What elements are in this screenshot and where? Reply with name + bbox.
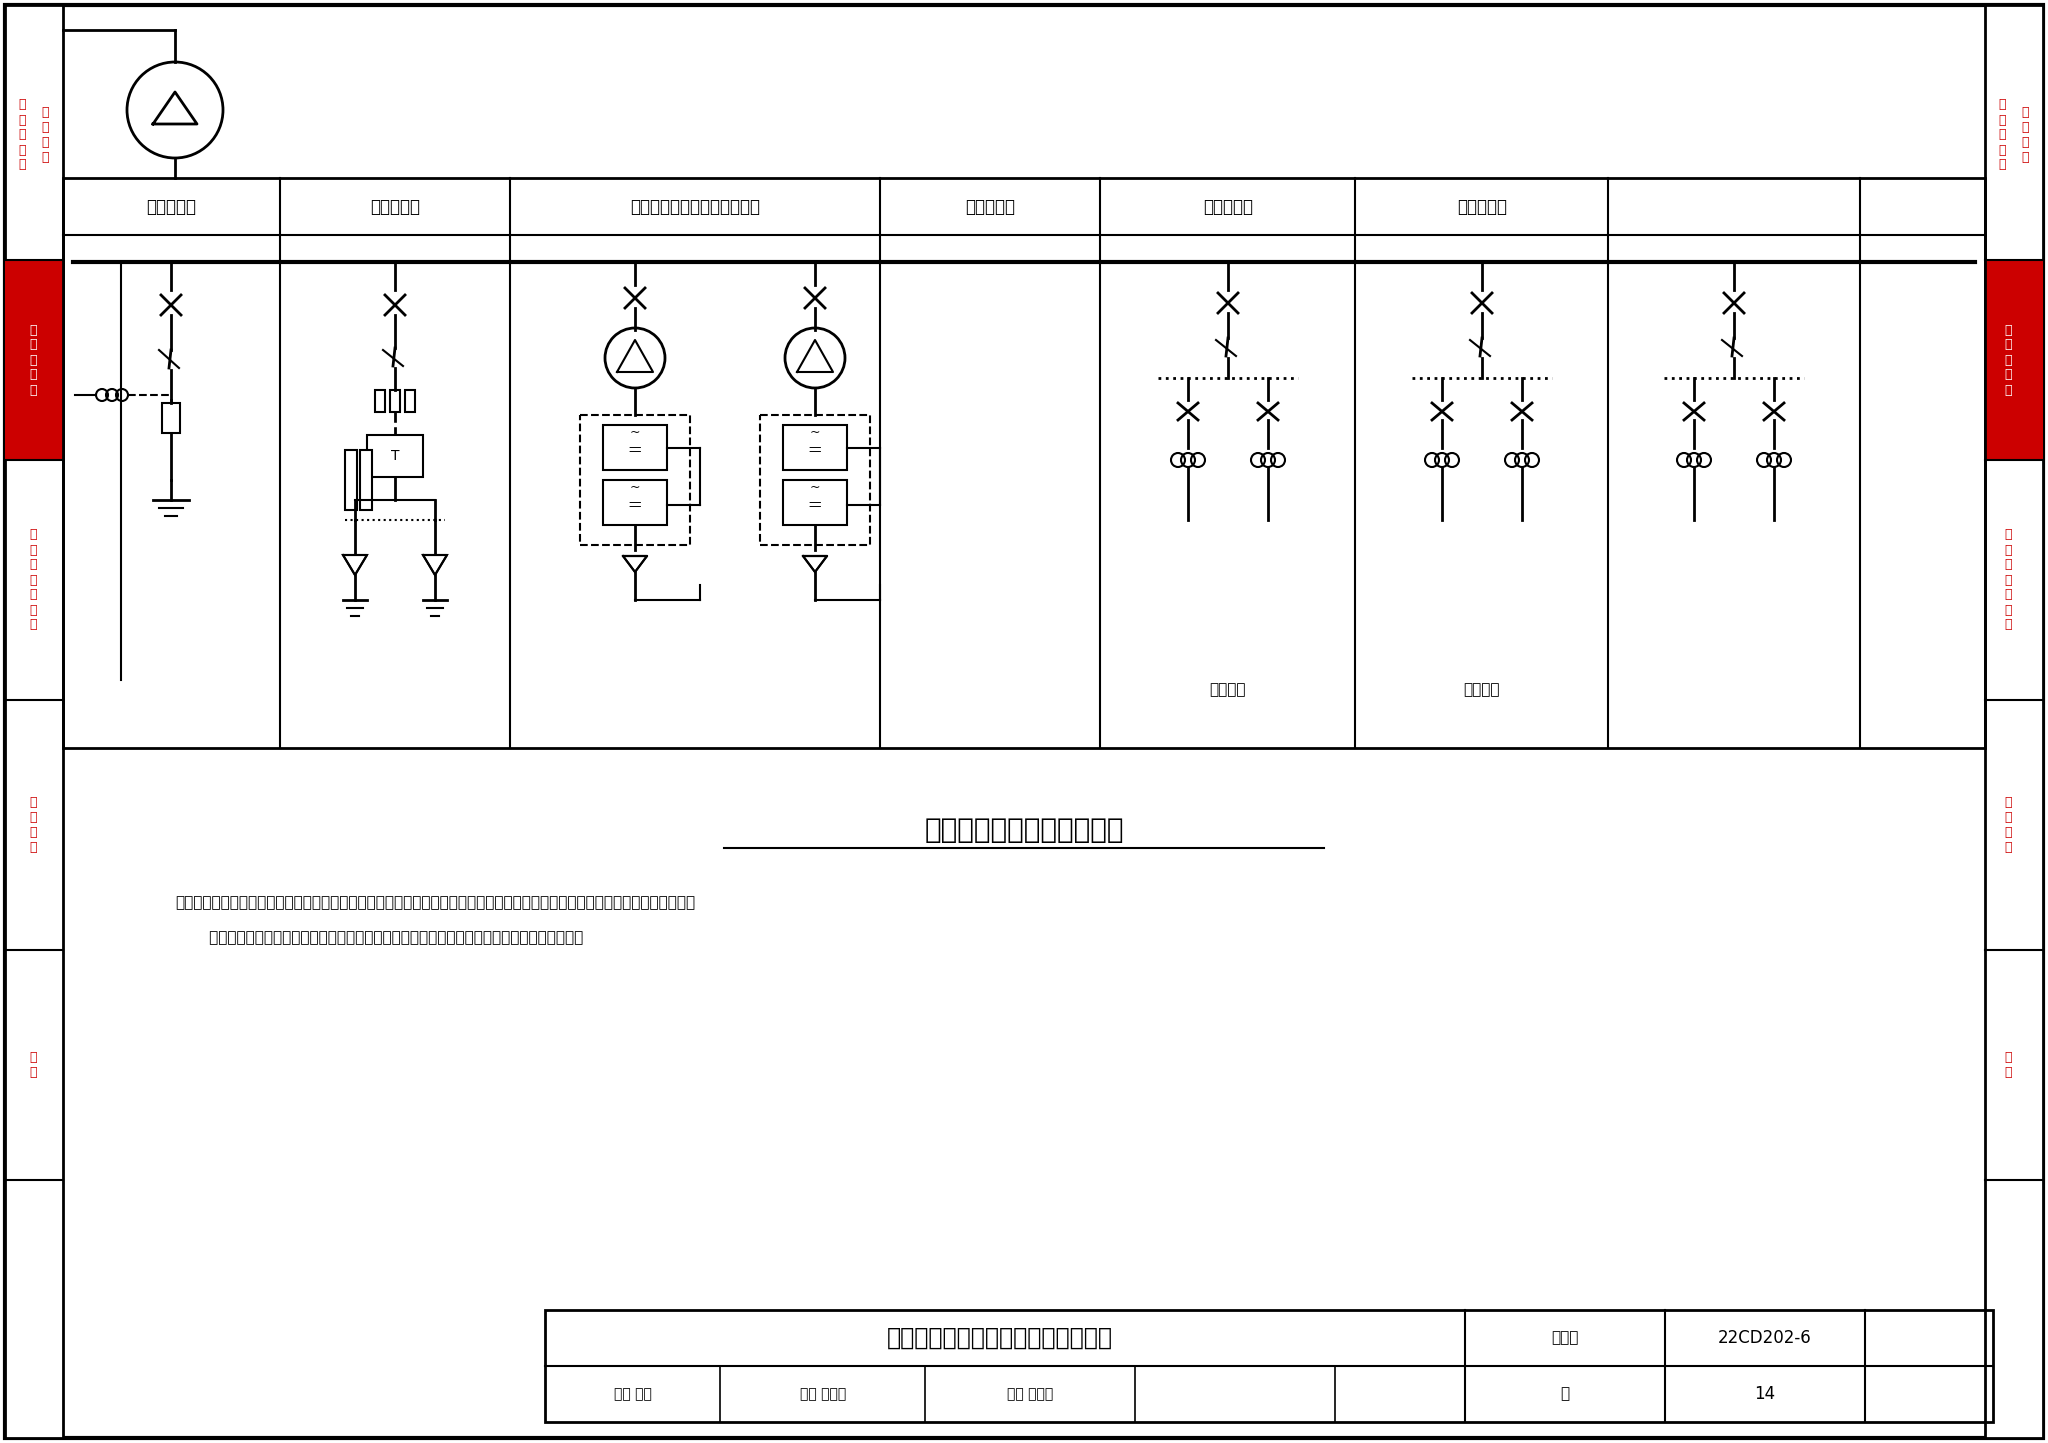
Text: ~
—: ~ — [629, 426, 641, 455]
Polygon shape [803, 556, 827, 571]
Text: 基
本
构
成: 基 本 构 成 [41, 105, 49, 165]
Text: 敏感负荷: 敏感负荷 [1464, 683, 1501, 697]
Text: —: — [629, 446, 641, 459]
Polygon shape [623, 556, 647, 571]
Text: 案
例: 案 例 [29, 1051, 37, 1079]
Bar [4, 4, 63, 1439]
Text: —: — [809, 446, 821, 459]
Text: —: — [629, 501, 641, 514]
Text: 14: 14 [1755, 1385, 1776, 1403]
Text: 典
型
系
统
图: 典 型 系 统 图 [2005, 323, 2011, 397]
Bar [4, 260, 63, 460]
Bar [360, 450, 373, 509]
Text: ~
—: ~ — [809, 426, 821, 455]
Text: 低压馈线柜: 低压馈线柜 [1202, 198, 1253, 216]
Text: 基
本
构
成: 基 本 构 成 [2021, 105, 2030, 165]
Polygon shape [424, 556, 446, 574]
Bar [782, 426, 848, 470]
Bar [545, 1310, 1993, 1421]
Text: 集中式补偿电压暂降系统图: 集中式补偿电压暂降系统图 [924, 815, 1124, 844]
Text: 旁路开关柜: 旁路开关柜 [965, 198, 1016, 216]
Text: 电容补偿柜: 电容补偿柜 [371, 198, 420, 216]
Bar [344, 450, 356, 509]
Text: 校对 张先玉: 校对 张先玉 [801, 1387, 846, 1401]
Bar [760, 416, 870, 545]
Bar [389, 390, 399, 413]
Text: 图集号: 图集号 [1550, 1330, 1579, 1345]
Bar [63, 177, 1985, 747]
Text: —: — [809, 501, 821, 514]
Bar [602, 481, 668, 525]
Bar [580, 416, 690, 545]
Text: 工
作
原
理
和: 工 作 原 理 和 [18, 98, 27, 172]
Bar [782, 481, 848, 525]
Text: 集中的情况，如敏感负荷通过同一馈线或同一母线供电时，可在馈线或母线侧进行集中补偿。: 集中的情况，如敏感负荷通过同一馈线或同一母线供电时，可在馈线或母线侧进行集中补偿… [174, 929, 584, 945]
Bar [367, 434, 424, 478]
Text: 注：根据敏感负荷的分布情况及供配电系统的状况，飞轮储能型动态电压恢复装置可采用集中式补偿方案，一般用于敏感负荷比较: 注：根据敏感负荷的分布情况及供配电系统的状况，飞轮储能型动态电压恢复装置可采用集… [174, 895, 694, 911]
Text: 审核 孙兰: 审核 孙兰 [614, 1387, 651, 1401]
Text: 安
装
要
求: 安 装 要 求 [29, 797, 37, 854]
Text: 设计 张凤莲: 设计 张凤莲 [1008, 1387, 1053, 1401]
Bar [1985, 260, 2044, 460]
Text: 低压进线柜: 低压进线柜 [145, 198, 197, 216]
Bar [162, 403, 180, 433]
Text: 飞轮储能型动态电压恢复装置: 飞轮储能型动态电压恢复装置 [631, 198, 760, 216]
Text: 工
作
原
理
和: 工 作 原 理 和 [1999, 98, 2005, 172]
Text: 安
装
要
求: 安 装 要 求 [2005, 797, 2011, 854]
Text: 低压馈线柜: 低压馈线柜 [1456, 198, 1507, 216]
Text: 典
型
系
统
图: 典 型 系 统 图 [29, 323, 37, 397]
Text: 案
例: 案 例 [2005, 1051, 2011, 1079]
Text: T: T [391, 449, 399, 463]
Text: 页: 页 [1561, 1387, 1569, 1401]
Text: ~
—: ~ — [809, 481, 821, 509]
Bar [406, 390, 416, 413]
Text: 飞轮储能型电压暂降治理典型系统图: 飞轮储能型电压暂降治理典型系统图 [887, 1326, 1112, 1351]
Text: ~
—: ~ — [629, 481, 641, 509]
Polygon shape [342, 556, 367, 574]
Text: 22CD202-6: 22CD202-6 [1718, 1329, 1812, 1346]
Text: 拓
扑
图
与
接
线
图: 拓 扑 图 与 接 线 图 [2005, 528, 2011, 632]
Bar [375, 390, 385, 413]
Text: 敏感负荷: 敏感负荷 [1210, 683, 1247, 697]
Bar [1985, 4, 2044, 1439]
Bar [602, 426, 668, 470]
Text: 拓
扑
图
与
接
线
图: 拓 扑 图 与 接 线 图 [29, 528, 37, 632]
